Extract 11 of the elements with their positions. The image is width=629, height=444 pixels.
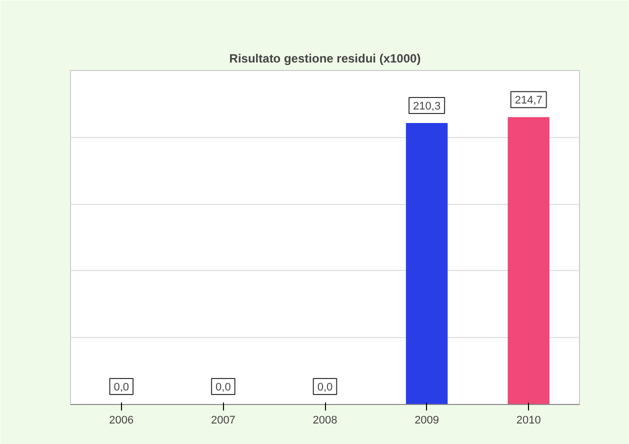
x-tick-label: 2008	[312, 414, 338, 426]
data-label: 210,3	[413, 100, 441, 113]
chart-title: Risultato gestione residui (x1000)	[229, 52, 421, 66]
x-tick-label: 2006	[109, 414, 134, 426]
data-label: 0,0	[317, 382, 333, 394]
data-label: 214,7	[514, 94, 542, 107]
data-label: 0,0	[114, 382, 130, 394]
x-tick-label: 2007	[210, 414, 236, 426]
data-label: 0,0	[216, 382, 231, 394]
x-tick-label: 2009	[414, 414, 440, 426]
x-tick-label: 2010	[516, 414, 541, 426]
